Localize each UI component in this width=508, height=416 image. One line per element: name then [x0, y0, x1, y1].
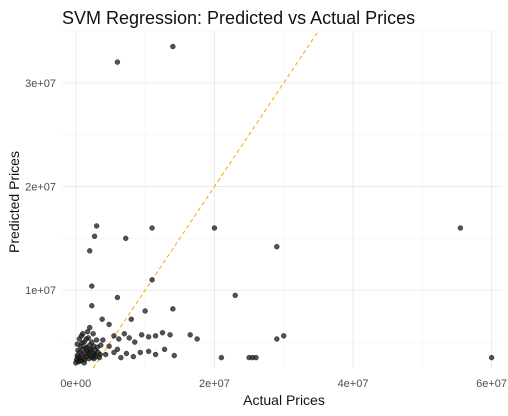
- data-point: [80, 331, 85, 336]
- y-tick-label: 2e+07: [25, 182, 56, 194]
- data-point: [115, 60, 120, 65]
- data-point: [139, 332, 144, 337]
- data-point: [170, 44, 175, 49]
- data-point: [132, 340, 137, 345]
- data-point: [127, 335, 132, 340]
- data-point: [233, 293, 238, 298]
- data-point: [103, 352, 108, 357]
- data-point: [212, 226, 217, 231]
- data-point: [150, 226, 155, 231]
- x-axis-title: Actual Prices: [243, 392, 325, 408]
- chart-title: SVM Regression: Predicted vs Actual Pric…: [62, 8, 415, 28]
- grid-lines: [62, 31, 502, 368]
- data-point: [111, 350, 116, 355]
- x-tick-label: 4e+07: [338, 378, 369, 390]
- data-point: [89, 303, 94, 308]
- data-point: [150, 277, 155, 282]
- data-point: [88, 348, 93, 353]
- data-point: [80, 341, 85, 346]
- data-point: [138, 350, 143, 355]
- data-point: [489, 355, 494, 360]
- data-point: [87, 325, 92, 330]
- data-point: [107, 322, 112, 327]
- data-point: [115, 295, 120, 300]
- data-point: [153, 352, 158, 357]
- data-point: [146, 349, 151, 354]
- data-point: [116, 336, 121, 341]
- data-point: [146, 334, 151, 339]
- data-point: [95, 345, 100, 350]
- y-tick-label: 1e+07: [25, 285, 56, 297]
- data-point: [98, 352, 103, 357]
- data-point: [172, 353, 177, 358]
- data-point: [188, 332, 193, 337]
- data-point: [168, 332, 173, 337]
- data-point: [124, 351, 129, 356]
- data-point: [87, 248, 92, 253]
- data-point: [274, 244, 279, 249]
- data-point: [94, 338, 99, 343]
- data-point: [131, 354, 136, 359]
- y-tick-label: 3e+07: [25, 78, 56, 90]
- data-point: [84, 336, 89, 341]
- data-point: [129, 317, 134, 322]
- data-point: [143, 308, 148, 313]
- y-axis-title: Predicted Prices: [6, 151, 22, 253]
- data-point: [100, 338, 105, 343]
- x-tick-label: 2e+07: [199, 378, 230, 390]
- data-point: [281, 333, 286, 338]
- data-point: [75, 342, 80, 347]
- data-point: [92, 234, 97, 239]
- x-tick-label: 6e+07: [476, 378, 507, 390]
- data-point: [91, 356, 96, 361]
- data-point: [100, 317, 105, 322]
- data-point: [458, 226, 463, 231]
- data-point: [123, 236, 128, 241]
- data-point: [254, 355, 259, 360]
- axis-ticks: 0e+00 2e+07 4e+07 6e+07 1e+07 2e+07 3e+07: [25, 78, 507, 390]
- data-point: [219, 355, 224, 360]
- data-point: [111, 333, 116, 338]
- data-point: [94, 223, 99, 228]
- data-point: [83, 346, 88, 351]
- data-point: [160, 330, 165, 335]
- data-point: [195, 336, 200, 341]
- data-point: [89, 284, 94, 289]
- data-point: [122, 331, 127, 336]
- reference-line: [93, 31, 318, 368]
- data-point: [82, 360, 87, 365]
- data-point: [107, 344, 112, 349]
- data-point: [118, 355, 123, 360]
- data-point: [91, 331, 96, 336]
- x-tick-label: 0e+00: [60, 378, 91, 390]
- data-point: [170, 306, 175, 311]
- data-point: [162, 347, 167, 352]
- data-point: [274, 336, 279, 341]
- data-point: [153, 333, 158, 338]
